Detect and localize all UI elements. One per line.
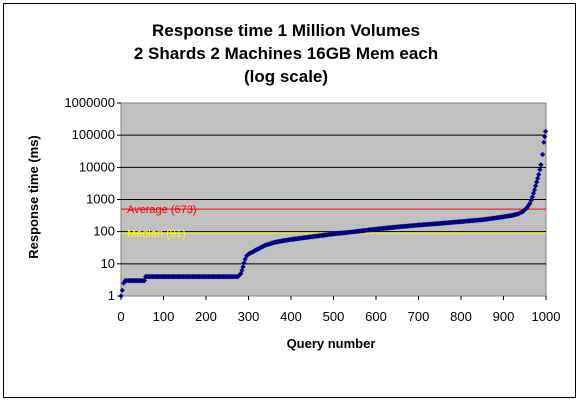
data-point — [238, 270, 244, 277]
x-tick-label: 800 — [450, 309, 472, 324]
x-tick-label: 900 — [493, 309, 515, 324]
y-tick-label: 1000000 — [64, 95, 115, 110]
x-tick-label: 200 — [195, 309, 217, 324]
y-axis-title: Response time (ms) — [26, 135, 41, 259]
gridlines — [117, 102, 547, 300]
data-point — [538, 162, 544, 168]
data-point — [535, 175, 541, 181]
reference-line-label: Average (673) — [127, 204, 197, 216]
y-tick-label: 10 — [101, 256, 115, 271]
data-point — [542, 128, 549, 135]
data-point — [141, 278, 147, 284]
chart-title-line-2: 2 Shards 2 Machines 16GB Mem each — [134, 44, 438, 63]
y-tick-label: 10000 — [79, 159, 115, 174]
data-point — [241, 260, 247, 266]
y-tick-label: 1000 — [86, 192, 115, 207]
chart-title-line-3: (log scale) — [244, 67, 328, 86]
x-tick-label: 700 — [408, 309, 430, 324]
y-tick-label: 100000 — [72, 127, 115, 142]
x-tick-label: 600 — [365, 309, 387, 324]
x-tick-label: 100 — [153, 309, 175, 324]
y-tick-label: 1 — [108, 288, 115, 303]
data-point — [532, 183, 539, 189]
data-point — [240, 264, 246, 270]
data-point — [525, 203, 531, 209]
data-point — [541, 139, 547, 145]
y-tick-labels: 1 10 100 1000 10000 100000 1000000 — [64, 95, 115, 303]
reference-line-label: Median (91) — [127, 228, 186, 240]
chart-title: Response time 1 Million Volumes 2 Shards… — [134, 21, 438, 86]
x-tick-label: 0 — [117, 309, 124, 324]
x-tick-label: 300 — [238, 309, 260, 324]
data-point — [531, 187, 538, 193]
data-points — [118, 128, 549, 299]
data-point — [242, 256, 248, 262]
data-point — [118, 293, 124, 299]
x-axis-title: Query number — [287, 336, 376, 351]
x-tick-labels: 0 100 200 300 400 500 600 700 800 900 1000 — [117, 309, 560, 324]
data-point — [119, 287, 125, 293]
data-point — [540, 151, 546, 158]
y-tick-label: 100 — [93, 224, 115, 239]
data-point — [542, 134, 548, 140]
data-point — [522, 206, 529, 212]
data-point — [534, 179, 540, 185]
data-point — [536, 171, 542, 178]
chart-title-line-1: Response time 1 Million Volumes — [152, 21, 420, 40]
x-tick-label: 400 — [280, 309, 302, 324]
x-tick-label: 1000 — [532, 309, 561, 324]
data-point — [527, 200, 533, 207]
x-tick-label: 500 — [323, 309, 345, 324]
data-point — [236, 272, 242, 278]
data-point — [537, 167, 543, 173]
